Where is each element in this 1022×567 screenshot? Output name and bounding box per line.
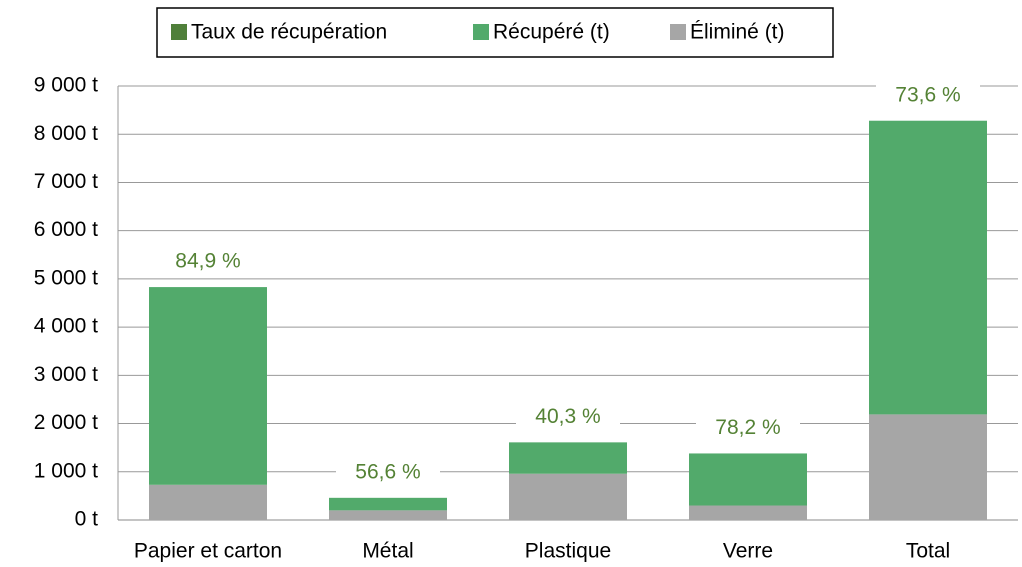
- data-label-bg: [156, 247, 260, 278]
- bar-segment: [149, 287, 267, 485]
- y-tick-label: 1 000 t: [34, 459, 98, 482]
- y-tick-label: 6 000 t: [34, 218, 98, 241]
- bar-segment: [509, 473, 627, 520]
- bar-segment: [149, 484, 267, 520]
- legend-swatch: [670, 24, 686, 40]
- data-label: 78,2 %: [715, 416, 780, 439]
- x-tick-label: Plastique: [525, 540, 611, 563]
- legend-swatch: [473, 24, 489, 40]
- y-tick-label: 5 000 t: [34, 266, 98, 289]
- legend-label: Taux de récupération: [191, 21, 387, 44]
- x-tick-label: Métal: [362, 540, 413, 563]
- data-label-bg: [336, 457, 440, 488]
- data-label: 56,6 %: [355, 460, 420, 483]
- y-tick-label: 3 000 t: [34, 363, 98, 386]
- data-label-bg: [876, 80, 980, 111]
- x-tick-label: Total: [906, 540, 950, 563]
- data-label: 84,9 %: [175, 250, 240, 273]
- x-tick-label: Papier et carton: [134, 540, 282, 563]
- bar-segment: [869, 120, 987, 415]
- legend-label: Éliminé (t): [690, 21, 785, 44]
- y-tick-label: 7 000 t: [34, 170, 98, 193]
- y-tick-label: 0 t: [75, 508, 99, 531]
- data-label: 40,3 %: [535, 405, 600, 428]
- data-label-bg: [696, 413, 800, 444]
- bar-segment: [869, 414, 987, 520]
- data-label: 73,6 %: [895, 83, 960, 106]
- bar-segment: [689, 453, 807, 506]
- y-tick-label: 4 000 t: [34, 315, 98, 338]
- x-tick-label: Verre: [723, 540, 773, 563]
- y-tick-label: 8 000 t: [34, 122, 98, 145]
- data-label-bg: [516, 402, 620, 433]
- legend-swatch: [171, 24, 187, 40]
- y-tick-label: 9 000 t: [34, 74, 98, 97]
- bar-segment: [689, 505, 807, 520]
- bar-segment: [329, 510, 447, 520]
- y-tick-label: 2 000 t: [34, 411, 98, 434]
- legend-box: [156, 7, 834, 58]
- legend-label: Récupéré (t): [493, 21, 610, 44]
- bar-segment: [329, 497, 447, 511]
- bar-segment: [509, 442, 627, 474]
